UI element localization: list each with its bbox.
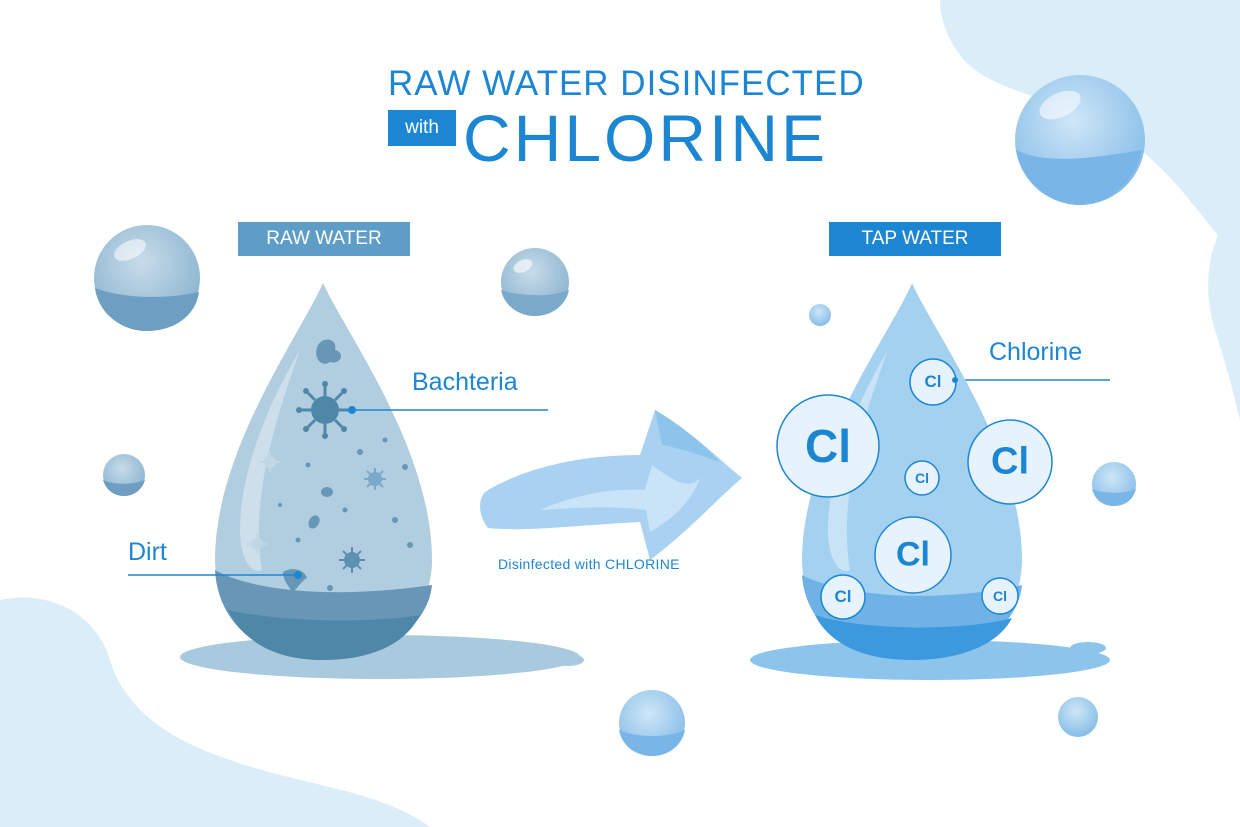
bottom-left-blob [0,597,430,827]
cl-symbol: Cl [834,587,852,606]
title-line-2: CHLORINE [463,101,829,175]
cl-symbol: Cl [991,440,1029,483]
bubble-left-small [103,454,145,496]
cl-symbol: Cl [915,470,929,486]
top-right-blob [940,0,1240,260]
cl-symbol: Cl [993,588,1007,604]
title-with-badge: with [388,110,456,146]
right-side-blob [1208,200,1240,420]
bubble-right-mid [1092,462,1136,506]
raw-water-tag: RAW WATER [238,222,410,256]
arrow-caption: Disinfected with CHLORINE [498,556,680,572]
cl-symbol: Cl [924,372,942,391]
bubble-tiny-top [809,304,831,326]
tap-water-drop [750,283,1110,680]
bacteria-icon [296,381,352,439]
dirt-label: Dirt [128,538,167,566]
chlorine-label: Chlorine [989,338,1083,366]
cl-symbol: Cl [805,420,851,472]
chlorine-molecules [776,358,1053,620]
bubble-left-large [94,225,200,331]
bacteria-label: Bachteria [412,368,518,396]
bacteria-small-icon [247,452,386,573]
arrow-icon [480,410,742,560]
bubble-bottom-right [1058,697,1098,737]
raw-water-drop [180,283,584,679]
bubble-top-right [1015,75,1145,205]
cl-symbol: Cl [896,535,930,574]
bubble-raw-right [501,248,569,316]
tap-water-tag: TAP WATER [829,222,1001,256]
title-line-1: RAW WATER DISINFECTED [388,64,865,103]
bubble-bottom-center [619,690,685,756]
